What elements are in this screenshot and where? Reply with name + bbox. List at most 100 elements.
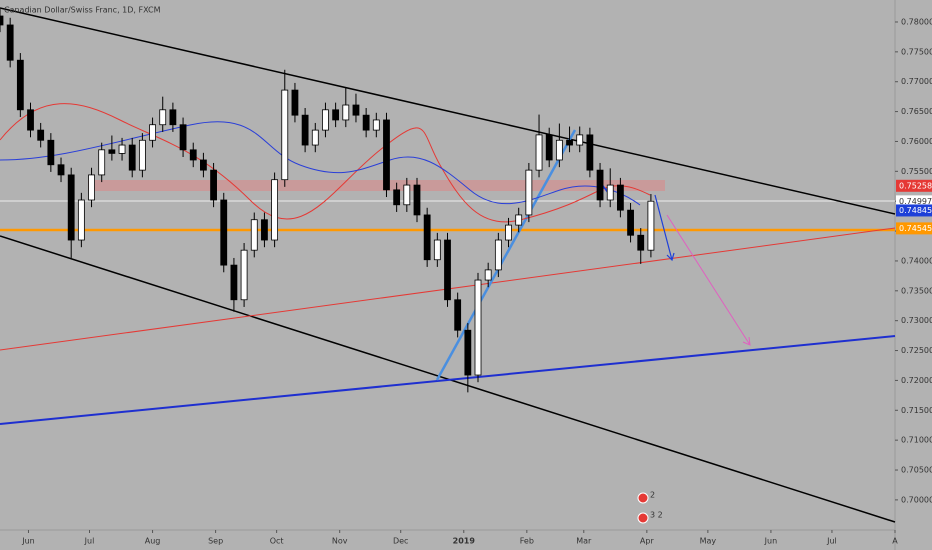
candle-body — [37, 129, 45, 141]
candle-body — [138, 139, 146, 171]
candle-body — [159, 109, 167, 126]
x-tick-label: Feb — [520, 537, 534, 546]
event-marker-label: 3 2 — [650, 511, 663, 520]
y-tick-label: 0.78000 — [901, 17, 932, 26]
candle-body — [403, 184, 411, 206]
candle-body — [118, 144, 126, 154]
candle-body — [342, 104, 350, 121]
y-tick-label: 0.76000 — [901, 137, 932, 146]
blue-ma — [0, 121, 641, 206]
candle-body — [6, 24, 14, 61]
x-tick-label: Jul — [826, 537, 837, 546]
chart-title: Canadian Dollar/Swiss Franc, 1D, FXCM — [4, 6, 161, 15]
light-blue-trendline — [435, 129, 577, 381]
x-tick-label: Dec — [393, 537, 408, 546]
y-tick-label: 0.75500 — [901, 167, 932, 176]
candle-body — [576, 134, 584, 146]
y-tick-label: 0.72500 — [901, 346, 932, 355]
price-label-bg — [896, 179, 932, 192]
x-tick-label: Aug — [145, 537, 161, 546]
candle-body — [169, 109, 177, 126]
candle-body — [423, 214, 431, 261]
candle-body — [322, 109, 329, 131]
candle-body — [606, 184, 614, 201]
y-tick-label: 0.71500 — [901, 406, 932, 415]
candle-body — [362, 114, 370, 131]
price-label: 0.74997 — [899, 197, 932, 206]
candle-body — [596, 169, 604, 201]
candle-body — [301, 114, 309, 146]
x-tick-label: May — [700, 537, 717, 546]
candle-body — [515, 214, 523, 226]
red-ma — [0, 103, 651, 223]
candle-body — [67, 174, 75, 241]
candle-body — [505, 224, 512, 241]
candle-body — [566, 139, 573, 146]
y-tick-label: 0.77000 — [901, 77, 932, 86]
x-tick-label: Sep — [208, 537, 223, 546]
candle-body — [474, 279, 482, 376]
price-label-bg — [896, 204, 932, 217]
price-label-bg — [896, 195, 932, 208]
candle-body — [271, 179, 279, 241]
candle-body — [98, 149, 106, 176]
candle-body — [291, 89, 299, 116]
event-marker-label: 2 — [650, 491, 655, 500]
candle-body — [250, 219, 258, 251]
event-marker — [637, 492, 649, 504]
y-tick-label: 0.70500 — [901, 466, 932, 475]
candle-body — [616, 184, 624, 211]
candle-body — [393, 189, 401, 206]
candle-body — [240, 249, 248, 301]
x-tick-label: Mar — [576, 537, 592, 546]
y-tick-label: 0.70000 — [901, 495, 932, 504]
y-tick-label: 0.77500 — [901, 47, 932, 56]
candle-body — [16, 59, 24, 111]
arrow — [654, 194, 675, 262]
channel-upper — [0, 7, 896, 215]
x-tick-label: Apr — [640, 537, 655, 546]
candle-body — [261, 219, 268, 241]
candle-body — [545, 134, 553, 161]
price-label: 0.75258 — [899, 181, 932, 190]
price-label: 0.74845 — [899, 206, 932, 215]
candle-body — [627, 209, 634, 236]
candle-body — [586, 134, 594, 171]
y-tick-label: 0.73500 — [901, 286, 932, 295]
candle-body — [189, 149, 197, 161]
candle-body — [0, 15, 4, 26]
price-label-bg — [896, 222, 932, 235]
y-tick-label: 0.71000 — [901, 436, 932, 445]
blue-trendline — [0, 335, 896, 425]
candle-body — [47, 139, 55, 166]
candle-body — [433, 239, 441, 261]
candles — [0, 8, 655, 393]
x-tick-label: Oct — [270, 537, 284, 546]
candle-body — [454, 299, 462, 331]
candle-body — [413, 184, 421, 216]
candle-body — [383, 119, 390, 191]
candle-body — [494, 239, 502, 271]
x-tick-label: 2019 — [453, 537, 476, 546]
y-tick-label: 0.76500 — [901, 107, 932, 116]
candle-body — [372, 119, 380, 131]
candle-body — [637, 234, 645, 251]
candle-body — [149, 124, 156, 141]
candle-body — [77, 199, 85, 241]
candle-body — [27, 109, 34, 131]
candle-body — [230, 264, 238, 301]
candle-body — [281, 89, 289, 181]
candle-body — [525, 169, 533, 216]
candle-body — [88, 174, 95, 201]
candle-body — [484, 269, 492, 281]
x-tick-label: Jun — [764, 537, 778, 546]
zone — [88, 180, 665, 191]
candle-body — [128, 144, 136, 171]
x-tick-label: Nov — [332, 537, 348, 546]
arrow — [666, 214, 751, 346]
candle-body — [555, 139, 563, 161]
candle-body — [108, 149, 116, 154]
candle-body — [57, 164, 65, 176]
